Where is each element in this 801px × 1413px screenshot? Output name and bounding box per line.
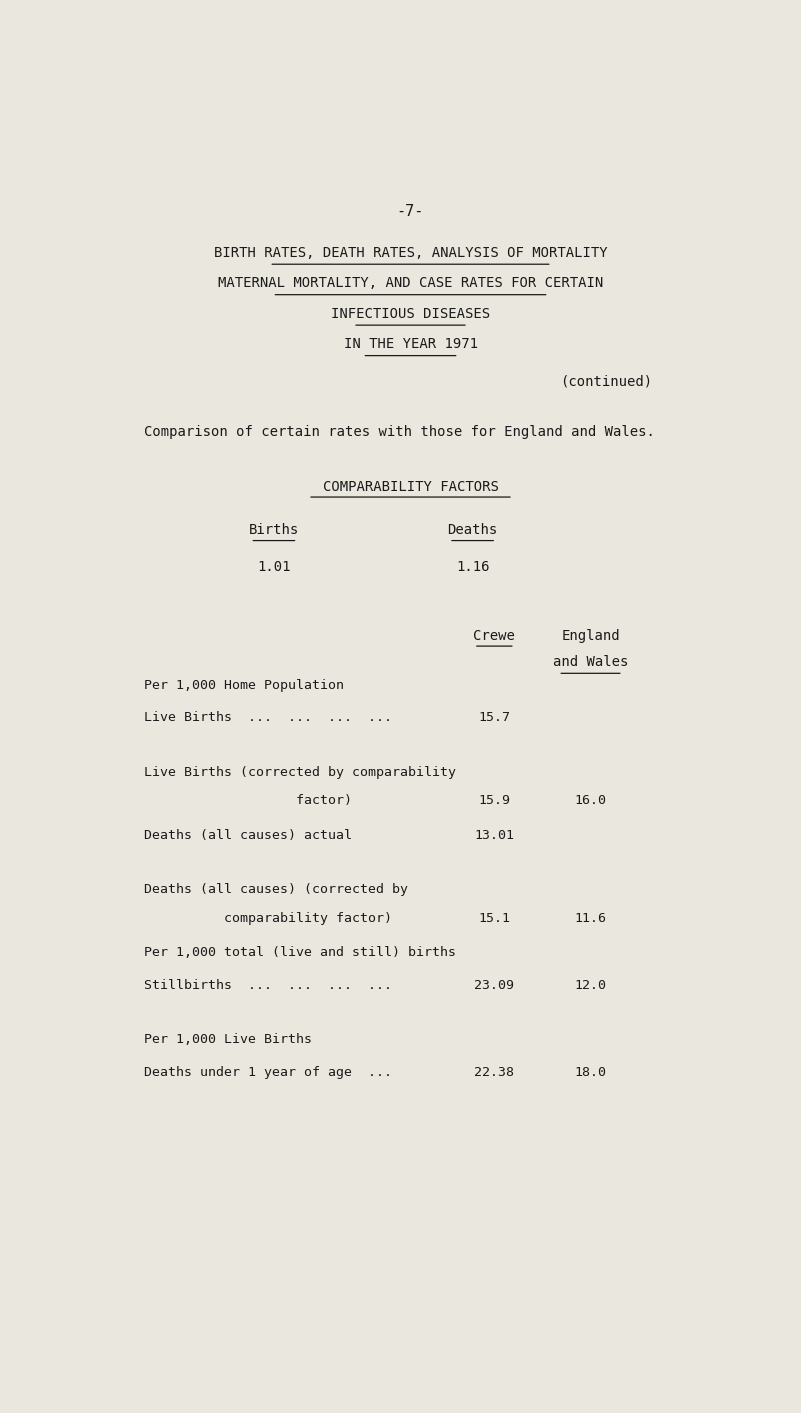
Text: IN THE YEAR 1971: IN THE YEAR 1971	[344, 338, 477, 350]
Text: 15.1: 15.1	[478, 911, 510, 924]
Text: -7-: -7-	[396, 205, 425, 219]
Text: INFECTIOUS DISEASES: INFECTIOUS DISEASES	[331, 307, 490, 321]
Text: Deaths under 1 year of age  ...: Deaths under 1 year of age ...	[143, 1065, 392, 1080]
Text: Per 1,000 total (live and still) births: Per 1,000 total (live and still) births	[143, 947, 456, 959]
Text: BIRTH RATES, DEATH RATES, ANALYSIS OF MORTALITY: BIRTH RATES, DEATH RATES, ANALYSIS OF MO…	[214, 246, 607, 260]
Text: 11.6: 11.6	[574, 911, 606, 924]
Text: England: England	[562, 629, 620, 643]
Text: 13.01: 13.01	[474, 829, 514, 842]
Text: Stillbirths  ...  ...  ...  ...: Stillbirths ... ... ... ...	[143, 979, 392, 992]
Text: (continued): (continued)	[560, 374, 652, 389]
Text: 15.7: 15.7	[478, 711, 510, 725]
Text: 12.0: 12.0	[574, 979, 606, 992]
Text: Per 1,000 Home Population: Per 1,000 Home Population	[143, 678, 344, 692]
Text: Per 1,000 Live Births: Per 1,000 Live Births	[143, 1033, 312, 1047]
Text: Deaths: Deaths	[448, 523, 497, 537]
Text: Deaths (all causes) actual: Deaths (all causes) actual	[143, 829, 352, 842]
Text: Deaths (all causes) (corrected by: Deaths (all causes) (corrected by	[143, 883, 408, 896]
Text: Births: Births	[249, 523, 299, 537]
Text: 22.38: 22.38	[474, 1065, 514, 1080]
Text: comparability factor): comparability factor)	[143, 911, 392, 924]
Text: 23.09: 23.09	[474, 979, 514, 992]
Text: 18.0: 18.0	[574, 1065, 606, 1080]
Text: COMPARABILITY FACTORS: COMPARABILITY FACTORS	[323, 479, 498, 493]
Text: Live Births  ...  ...  ...  ...: Live Births ... ... ... ...	[143, 711, 392, 725]
Text: and Wales: and Wales	[553, 654, 628, 668]
Text: Comparison of certain rates with those for England and Wales.: Comparison of certain rates with those f…	[143, 425, 654, 439]
Text: factor): factor)	[143, 794, 352, 807]
Text: 1.01: 1.01	[257, 560, 291, 574]
Text: 16.0: 16.0	[574, 794, 606, 807]
Text: 1.16: 1.16	[456, 560, 489, 574]
Text: Crewe: Crewe	[473, 629, 515, 643]
Text: MATERNAL MORTALITY, AND CASE RATES FOR CERTAIN: MATERNAL MORTALITY, AND CASE RATES FOR C…	[218, 276, 603, 290]
Text: Live Births (corrected by comparability: Live Births (corrected by comparability	[143, 766, 456, 779]
Text: 15.9: 15.9	[478, 794, 510, 807]
